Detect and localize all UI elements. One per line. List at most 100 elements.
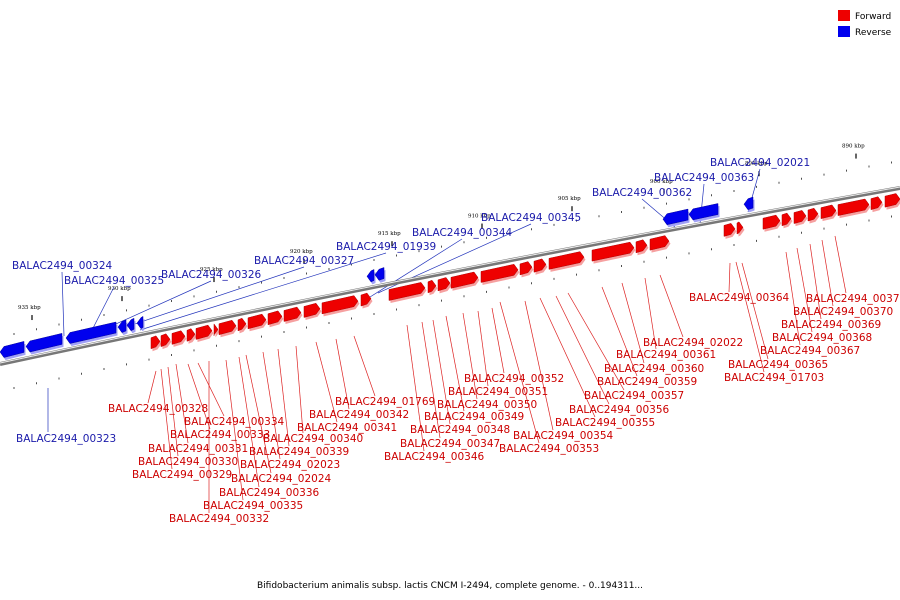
reverse-gene-label[interactable]: BALAC2494_00326 (161, 269, 262, 281)
reverse-gene-arrow[interactable] (0, 341, 25, 358)
forward-gene-label[interactable]: BALAC2494_00329 (132, 469, 232, 481)
reverse-gene-arrow[interactable] (366, 269, 375, 283)
forward-gene-arrow[interactable] (150, 335, 161, 350)
forward-gene-label[interactable]: BALAC2494_01769 (335, 396, 435, 408)
reverse-gene-arrow[interactable] (126, 317, 135, 332)
forward-gene-arrow[interactable] (437, 277, 451, 292)
forward-gene-arrow[interactable] (548, 251, 585, 270)
legend-item-forward[interactable]: Forward (838, 10, 891, 22)
reverse-gene-label[interactable]: BALAC2494_00324 (12, 260, 113, 272)
forward-gene-label[interactable]: BALAC2494_00348 (410, 424, 510, 436)
forward-gene-arrow[interactable] (213, 323, 219, 336)
forward-gene-arrow[interactable] (781, 212, 792, 227)
reverse-gene-label[interactable]: BALAC2494_00363 (654, 172, 754, 184)
forward-gene-label[interactable]: BALAC2494_00355 (555, 417, 655, 429)
forward-gene-label[interactable]: BALAC2494_00347 (400, 438, 500, 450)
forward-gene-label[interactable]: BALAC2494_00354 (513, 430, 614, 442)
forward-gene-arrow[interactable] (267, 310, 283, 326)
forward-gene-arrow[interactable] (723, 223, 736, 237)
forward-gene-label[interactable]: BALAC2494_00339 (249, 446, 349, 458)
forward-gene-arrow[interactable] (321, 295, 359, 315)
forward-gene-arrow[interactable] (247, 313, 267, 330)
reverse-gene-arrow[interactable] (136, 315, 144, 329)
forward-gene-label[interactable]: BALAC2494_02024 (231, 473, 332, 485)
reverse-gene-arrow[interactable] (688, 203, 719, 221)
forward-gene-arrow[interactable] (533, 258, 547, 273)
forward-gene-arrow[interactable] (649, 235, 670, 251)
forward-gene-label[interactable]: BALAC2494_00357 (584, 390, 684, 402)
forward-gene-label[interactable]: BALAC2494_02023 (240, 459, 340, 471)
forward-gene-arrow[interactable] (480, 264, 519, 283)
forward-gene-arrow[interactable] (160, 333, 171, 348)
forward-gene-label[interactable]: BALAC2494_00360 (604, 363, 704, 375)
reverse-gene-label[interactable]: BALAC2494_00345 (481, 212, 581, 224)
forward-gene-arrow[interactable] (450, 271, 479, 289)
forward-gene-arrow[interactable] (870, 196, 883, 211)
forward-gene-arrow[interactable] (736, 221, 744, 235)
forward-leader-line (295, 345, 304, 434)
forward-gene-label[interactable]: BALAC2494_00349 (424, 411, 524, 423)
forward-gene-label[interactable]: BALAC2494_00350 (437, 399, 537, 411)
forward-gene-label[interactable]: BALAC2494_00342 (309, 409, 409, 421)
forward-gene-label[interactable]: BALAC2494_00331 (148, 443, 248, 455)
forward-gene-label[interactable]: BALAC2494_00356 (569, 404, 670, 416)
forward-gene-arrow[interactable] (360, 292, 372, 307)
forward-gene-label[interactable]: BALAC2494_00336 (219, 487, 320, 499)
forward-gene-label[interactable]: BALAC2494_00353 (499, 443, 599, 455)
forward-gene-arrow[interactable] (837, 198, 870, 216)
forward-gene-label[interactable]: BALAC2494_00364 (689, 292, 790, 304)
reverse-gene-arrow[interactable] (662, 208, 689, 226)
forward-gene-label[interactable]: BALAC2494_00340 (263, 433, 363, 445)
forward-gene-label[interactable]: BALAC2494_00351 (448, 386, 548, 398)
forward-gene-label[interactable]: BALAC2494_00334 (184, 416, 285, 428)
forward-gene-label[interactable]: BALAC2494_00367 (760, 345, 860, 357)
forward-gene-label[interactable]: BALAC2494_00332 (169, 513, 269, 525)
forward-gene-label[interactable]: BALAC2494_01703 (724, 372, 824, 384)
reverse-gene-arrow[interactable] (25, 333, 63, 353)
forward-gene-arrow[interactable] (793, 210, 807, 224)
forward-gene-arrow[interactable] (820, 204, 837, 219)
forward-gene-arrow[interactable] (195, 324, 213, 340)
forward-gene-label[interactable]: BALAC2494_00333 (170, 429, 270, 441)
forward-gene-arrow[interactable] (519, 261, 533, 276)
forward-gene-arrow[interactable] (186, 328, 196, 342)
forward-gene-label[interactable]: BALAC2494_00359 (597, 376, 697, 388)
forward-gene-arrow[interactable] (427, 279, 437, 294)
forward-gene-label[interactable]: BALAC2494_02022 (643, 337, 743, 349)
forward-gene-arrow[interactable] (283, 306, 302, 322)
forward-gene-label[interactable]: BALAC2494_00365 (728, 359, 828, 371)
reverse-gene-label[interactable]: BALAC2494_00362 (592, 187, 692, 199)
reverse-gene-label[interactable]: BALAC2494_02021 (710, 157, 810, 169)
forward-gene-label[interactable]: BALAC2494_00370 (793, 306, 893, 318)
forward-gene-arrow[interactable] (591, 241, 635, 262)
reverse-gene-label[interactable]: BALAC2494_01939 (336, 241, 436, 253)
forward-gene-label[interactable]: BALAC2494_00328 (108, 403, 208, 415)
forward-gene-label[interactable]: BALAC2494_00371 (806, 293, 900, 305)
forward-gene-label[interactable]: BALAC2494_00330 (138, 456, 238, 468)
forward-gene-arrow[interactable] (762, 214, 781, 230)
reverse-gene-arrow[interactable] (374, 267, 385, 281)
legend-item-reverse[interactable]: Reverse (838, 26, 892, 38)
reverse-gene-arrow[interactable] (743, 196, 754, 211)
forward-gene-label[interactable]: BALAC2494_00369 (781, 319, 881, 331)
forward-gene-arrow[interactable] (218, 319, 237, 336)
forward-gene-label[interactable]: BALAC2494_00352 (464, 373, 564, 385)
reverse-gene-arrow[interactable] (117, 319, 127, 333)
forward-gene-arrow[interactable] (635, 239, 648, 254)
reverse-gene-label[interactable]: BALAC2494_00327 (254, 255, 354, 267)
forward-gene-arrow[interactable] (303, 302, 321, 318)
forward-gene-label[interactable]: BALAC2494_00346 (384, 451, 485, 463)
forward-gene-arrow[interactable] (237, 317, 247, 332)
forward-gene-arrow[interactable] (388, 282, 426, 301)
forward-gene-arrow[interactable] (884, 193, 900, 208)
forward-gene-arrow[interactable] (171, 330, 186, 345)
forward-gene-label[interactable]: BALAC2494_00335 (203, 500, 303, 512)
forward-gene-label[interactable]: BALAC2494_00341 (297, 422, 397, 434)
reverse-gene-arrow[interactable] (65, 321, 117, 344)
forward-gene-label[interactable]: BALAC2494_00361 (616, 349, 716, 361)
reverse-gene-label[interactable]: BALAC2494_00325 (64, 275, 164, 287)
reverse-gene-label[interactable]: BALAC2494_00323 (16, 433, 116, 445)
forward-gene-label[interactable]: BALAC2494_00368 (772, 332, 872, 344)
reverse-gene-label[interactable]: BALAC2494_00344 (412, 227, 513, 239)
forward-gene-arrow[interactable] (807, 207, 819, 222)
